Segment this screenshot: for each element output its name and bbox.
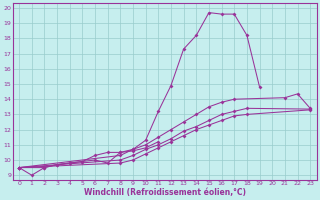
X-axis label: Windchill (Refroidissement éolien,°C): Windchill (Refroidissement éolien,°C) (84, 188, 246, 197)
